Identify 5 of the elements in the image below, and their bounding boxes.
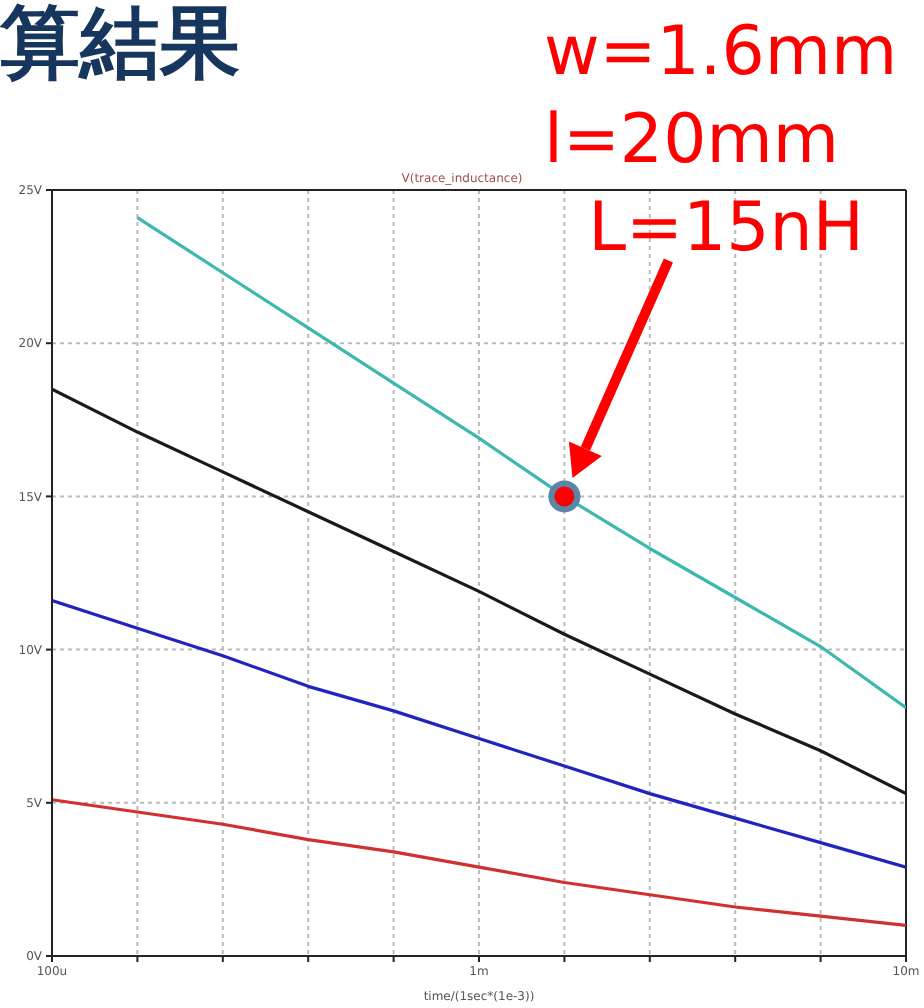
text: w=1.6mm xyxy=(542,10,900,96)
line-series xyxy=(52,598,906,869)
line-series xyxy=(52,798,906,927)
text: l=20mm xyxy=(542,98,841,184)
annotation: L=15nH xyxy=(586,186,866,272)
